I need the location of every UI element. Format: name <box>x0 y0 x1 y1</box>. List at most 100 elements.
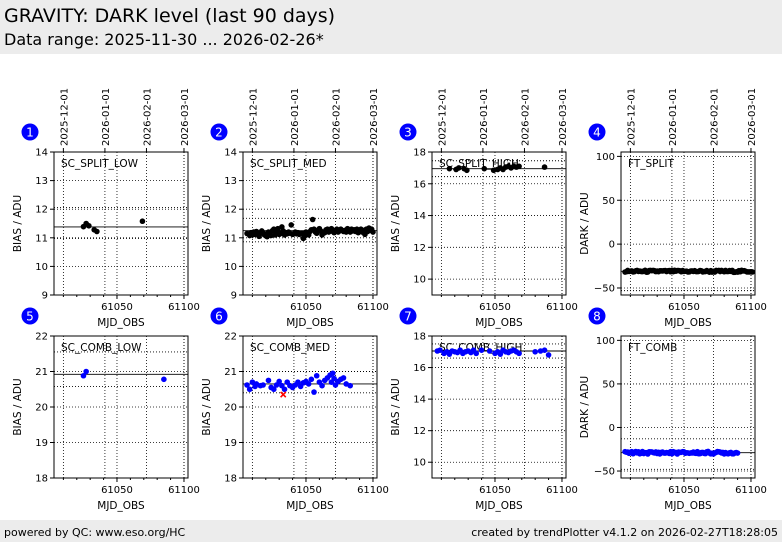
y-tick-label: 9 <box>42 291 48 302</box>
x-tick-label: 61100 <box>546 485 578 496</box>
y-tick-label: −50 <box>594 283 615 294</box>
data-point <box>271 386 277 393</box>
date-tick-label: 2026-01-01 <box>290 88 301 146</box>
y-tick-label: 13 <box>35 176 48 187</box>
data-point <box>473 350 480 357</box>
x-axis-label: MJD_OBS <box>475 317 523 329</box>
data-point <box>281 386 288 393</box>
panel-badge <box>21 123 39 141</box>
plot-frame <box>242 151 378 296</box>
data-point <box>275 225 281 232</box>
y-tick-label: −50 <box>594 467 615 478</box>
plot-frame <box>431 335 567 479</box>
x-tick-label: 61050 <box>101 302 133 313</box>
x-axis-label: MJD_OBS <box>475 500 523 512</box>
x-tick-label: 61100 <box>357 302 389 313</box>
data-point <box>749 269 756 275</box>
x-axis-label: MJD_OBS <box>286 317 334 329</box>
y-tick-label: 9 <box>231 291 237 302</box>
panel-badge-number: 7 <box>404 310 412 324</box>
y-axis-label: DARK / ADU <box>579 192 591 254</box>
date-tick-label: 2025-12-01 <box>59 88 70 146</box>
date-tick-label: 2026-03-01 <box>369 88 380 146</box>
panel-6: 61050 61100 18 19 20 21 22 MJD_OBS BIAS / ADU SC_… <box>201 307 389 512</box>
data-point <box>309 216 316 223</box>
panel-badge <box>399 123 417 141</box>
data-point <box>497 351 504 357</box>
x-tick-label: 61100 <box>735 302 767 313</box>
data-point <box>246 386 253 393</box>
y-tick-label: 22 <box>35 332 48 343</box>
y-tick-label: 19 <box>224 438 237 449</box>
data-point <box>86 222 92 229</box>
panel-label: FT_COMB <box>628 342 677 354</box>
plot-frame <box>620 335 756 479</box>
data-point <box>541 347 548 354</box>
data-point <box>319 382 325 389</box>
panel-badge <box>210 123 228 141</box>
panel-badge <box>588 307 606 325</box>
panel-label: SC_COMB_MED <box>250 342 330 354</box>
panel-label: SC_SPLIT_LOW <box>61 158 139 170</box>
panel-badge-number: 3 <box>404 126 412 140</box>
data-point <box>94 228 100 235</box>
y-tick-label: 100 <box>596 336 615 347</box>
y-tick-label: 50 <box>602 196 615 207</box>
date-tick-label: 2026-01-01 <box>668 88 679 146</box>
y-tick-label: 18 <box>413 148 426 159</box>
data-point <box>541 164 548 170</box>
data-point <box>329 370 336 377</box>
y-tick-label: 16 <box>413 363 426 374</box>
data-point <box>486 348 493 354</box>
footer-credit: powered by QC: www.eso.org/HC <box>4 526 186 539</box>
y-tick-label: 20 <box>35 403 48 414</box>
x-tick-label: 61100 <box>168 302 200 313</box>
y-tick-label: 100 <box>596 152 615 163</box>
panel-1: 61050 61100 9 10 11 12 13 14 MJD_OBS BIAS / ADU SC… <box>12 88 200 329</box>
data-point <box>80 372 87 379</box>
data-point <box>331 375 337 382</box>
y-tick-label: 0 <box>609 240 615 251</box>
panel-8: 61050 61100 −50 0 50 100 MJD_OBS DARK / ADU FT_C… <box>579 307 767 512</box>
y-tick-label: 10 <box>35 262 48 273</box>
y-tick-label: 12 <box>413 243 426 254</box>
y-tick-label: 14 <box>413 395 426 406</box>
data-point <box>437 347 443 354</box>
data-point <box>276 378 282 385</box>
x-axis-label: MJD_OBS <box>97 317 145 329</box>
data-point <box>464 167 470 174</box>
y-axis-label: BIAS / ADU <box>390 378 402 435</box>
y-tick-label: 21 <box>224 367 237 378</box>
data-point <box>244 382 250 388</box>
date-tick-label: 2025-12-01 <box>626 88 637 146</box>
data-point <box>734 450 741 456</box>
panel-2: 61050 61100 9 10 11 12 13 14 MJD_OBS BIAS / ADU SC… <box>201 88 389 329</box>
date-tick-label: 2026-03-01 <box>558 88 569 146</box>
x-tick-label: 61100 <box>546 302 578 313</box>
data-point <box>265 377 272 384</box>
x-axis-label: MJD_OBS <box>664 500 712 512</box>
x-tick-label: 61050 <box>290 485 322 496</box>
date-tick-label: 2026-02-01 <box>709 88 720 146</box>
data-point <box>308 376 315 383</box>
panel-badge <box>588 123 606 141</box>
data-point <box>446 165 453 172</box>
x-tick-label: 61100 <box>357 485 389 496</box>
x-tick-label: 61050 <box>668 485 700 496</box>
data-point <box>478 347 485 354</box>
panel-badge-number: 6 <box>215 310 223 324</box>
date-tick-label: 2026-02-01 <box>331 88 342 146</box>
panel-label: SC_COMB_LOW <box>61 342 142 354</box>
data-point <box>516 163 522 170</box>
date-tick-label: 2026-03-01 <box>747 88 758 146</box>
data-point <box>161 376 167 383</box>
y-tick-label: 13 <box>224 176 237 187</box>
y-tick-label: 18 <box>35 474 48 485</box>
data-point <box>516 350 522 357</box>
x-tick-label: 61050 <box>668 302 700 313</box>
data-point <box>313 372 320 379</box>
x-tick-label: 61050 <box>479 485 511 496</box>
y-tick-label: 18 <box>413 332 426 343</box>
y-tick-label: 14 <box>413 211 426 222</box>
